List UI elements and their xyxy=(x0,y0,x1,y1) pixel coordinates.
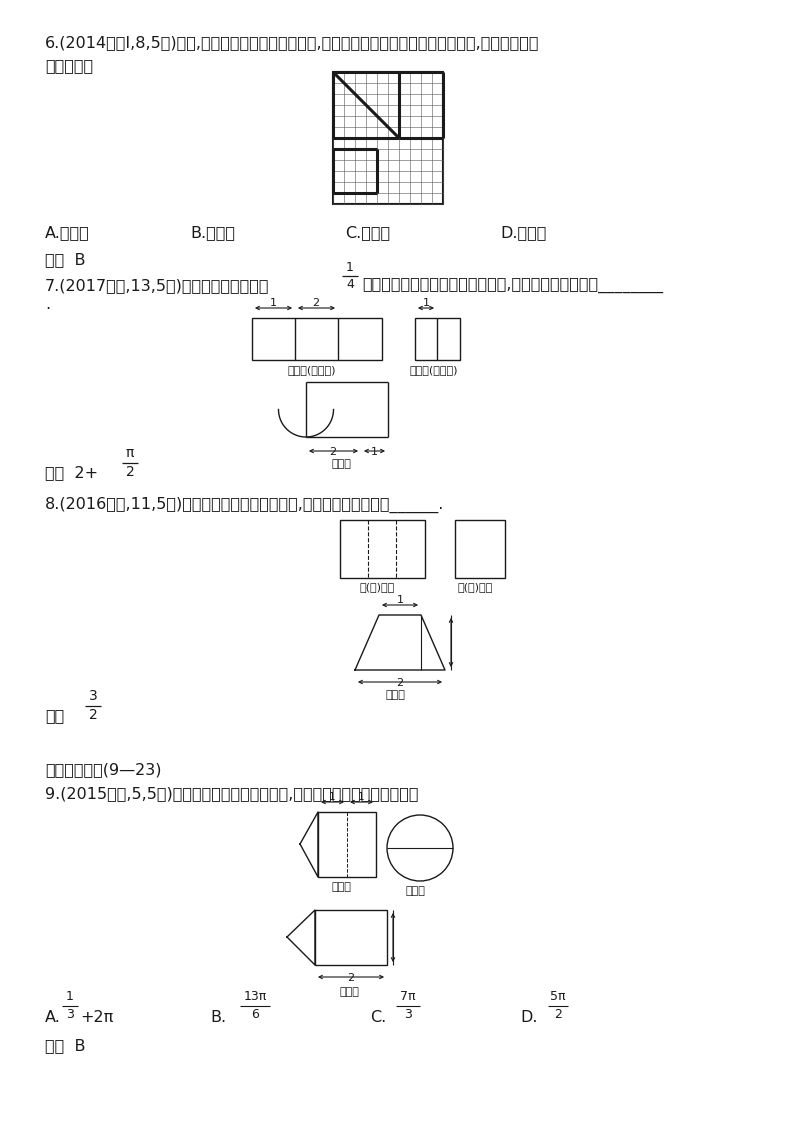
Text: 侧视图(左视图): 侧视图(左视图) xyxy=(409,365,458,375)
Text: 教师用书专用(9—23): 教师用书专用(9—23) xyxy=(45,762,162,777)
Text: 1: 1 xyxy=(66,990,74,1003)
Text: 1: 1 xyxy=(358,792,364,801)
Text: 答案: 答案 xyxy=(45,708,64,723)
Text: 答案  2+: 答案 2+ xyxy=(45,465,98,480)
Bar xyxy=(318,812,376,877)
Bar xyxy=(415,318,460,360)
Text: 俧视图: 俧视图 xyxy=(339,987,359,997)
Text: 2: 2 xyxy=(397,678,403,688)
Text: 1: 1 xyxy=(397,595,403,604)
Text: 1: 1 xyxy=(346,261,354,274)
Text: 是（　　）: 是（ ） xyxy=(45,58,93,72)
Text: 圆柱体构成的几何体的三视图如图,则该几何体的体积为________: 圆柱体构成的几何体的三视图如图,则该几何体的体积为________ xyxy=(362,278,663,293)
Text: 3: 3 xyxy=(66,1007,74,1021)
Text: 3: 3 xyxy=(404,1007,412,1021)
Text: 2: 2 xyxy=(89,708,98,722)
Text: 8.(2016北京,11,5分)某四棱柱的三视图如图所示,则该四棱柱的体积为______.: 8.(2016北京,11,5分)某四棱柱的三视图如图所示,则该四棱柱的体积为__… xyxy=(45,497,444,513)
Text: 1: 1 xyxy=(270,298,277,308)
Text: 1: 1 xyxy=(370,447,378,457)
Text: A.三棱锥: A.三棱锥 xyxy=(45,225,90,240)
Text: 1: 1 xyxy=(329,792,335,801)
Bar xyxy=(315,910,387,964)
Text: 13π: 13π xyxy=(243,990,266,1003)
Text: 正视图(主视图): 正视图(主视图) xyxy=(287,365,335,375)
Text: C.: C. xyxy=(370,1010,386,1024)
Text: 答案  B: 答案 B xyxy=(45,1038,86,1053)
Text: 2: 2 xyxy=(126,465,134,479)
Text: 7π: 7π xyxy=(400,990,416,1003)
Text: B.三棱柱: B.三棱柱 xyxy=(190,225,235,240)
Text: 3: 3 xyxy=(89,689,98,703)
Text: C.四棱锥: C.四棱锥 xyxy=(345,225,390,240)
Text: 6.(2014课标Ⅰ,8,5分)如图,网格纸的各小格都是正方形,粗实线画出的是一个几何体的三视图,则这个几何体: 6.(2014课标Ⅰ,8,5分)如图,网格纸的各小格都是正方形,粗实线画出的是一… xyxy=(45,35,539,50)
Text: 左视图: 左视图 xyxy=(405,886,425,897)
Text: D.: D. xyxy=(520,1010,538,1024)
Text: π: π xyxy=(126,446,134,460)
Text: 俧视图: 俧视图 xyxy=(385,691,405,700)
Text: 4: 4 xyxy=(346,278,354,291)
Text: 2: 2 xyxy=(554,1007,562,1021)
Text: A.: A. xyxy=(45,1010,61,1024)
Bar xyxy=(333,72,443,204)
Bar xyxy=(455,520,505,578)
Text: 5π: 5π xyxy=(550,990,566,1003)
Bar xyxy=(340,520,425,578)
Text: B.: B. xyxy=(210,1010,226,1024)
Text: +2π: +2π xyxy=(80,1010,114,1024)
Text: 答案  B: 答案 B xyxy=(45,252,86,267)
Text: 2: 2 xyxy=(313,298,319,308)
Text: 侧(左)视图: 侧(左)视图 xyxy=(458,582,494,592)
Text: 俧视图: 俧视图 xyxy=(332,458,352,469)
Text: 6: 6 xyxy=(251,1007,259,1021)
Text: 9.(2015重庆,5,5分)某几何体的三视图如图所示,则该几何体的体积为（　　）: 9.(2015重庆,5,5分)某几何体的三视图如图所示,则该几何体的体积为（ ） xyxy=(45,786,418,801)
Text: 主视图: 主视图 xyxy=(332,882,352,892)
Text: 1: 1 xyxy=(422,298,430,308)
Text: 2: 2 xyxy=(330,447,337,457)
Text: D.四棱柱: D.四棱柱 xyxy=(500,225,546,240)
Bar xyxy=(252,318,382,360)
Text: .: . xyxy=(45,297,50,312)
Text: 2: 2 xyxy=(347,974,354,983)
Text: 7.(2017山东,13,5分)由一个长方体和两个: 7.(2017山东,13,5分)由一个长方体和两个 xyxy=(45,278,270,293)
Text: 正(主)视图: 正(主)视图 xyxy=(360,582,395,592)
